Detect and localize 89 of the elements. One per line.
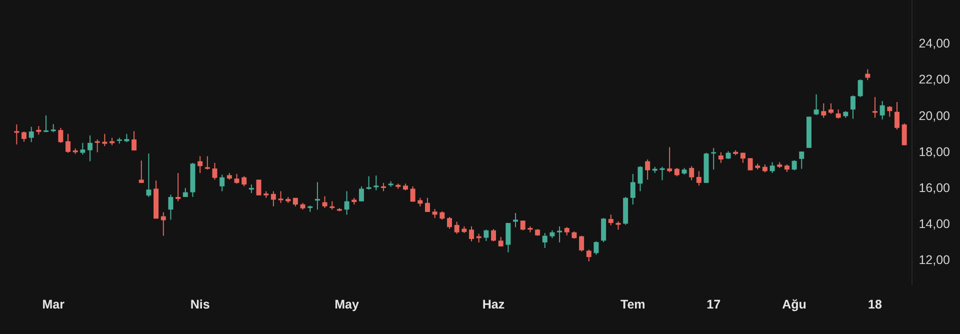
candlestick [469, 226, 474, 242]
candlestick [270, 190, 276, 207]
candlestick [608, 214, 614, 226]
candlestick [498, 236, 504, 247]
candlestick [850, 94, 856, 120]
candlestick [234, 173, 240, 184]
candlestick [138, 160, 144, 184]
y-tick-label: 22,00 [918, 72, 950, 87]
y-tick-label: 20,00 [918, 108, 950, 123]
x-tick-label: Haz [482, 297, 505, 312]
candlestick [513, 212, 518, 228]
candlestick [220, 174, 225, 192]
candlestick [858, 78, 863, 98]
candlestick [94, 138, 100, 153]
candlestick [689, 166, 694, 181]
candlestick [586, 249, 592, 262]
candlestick [432, 208, 438, 219]
candlestick [242, 176, 247, 187]
candlestick [447, 216, 452, 230]
candlestick [491, 228, 496, 242]
x-tick-label: 17 [706, 297, 721, 312]
candlestick [887, 106, 892, 118]
candlestick [278, 190, 284, 204]
candlestick [630, 173, 636, 206]
candlestick [880, 100, 885, 120]
candlestick [44, 114, 49, 133]
y-tick-label: 14,00 [918, 217, 950, 232]
x-tick-label: 18 [868, 297, 882, 312]
candlestick [80, 142, 86, 156]
candlestick [182, 187, 188, 198]
candlestick [506, 222, 511, 253]
candlestick [667, 146, 672, 173]
y-tick-label: 24,00 [918, 36, 950, 51]
y-tick-label: 16,00 [918, 180, 950, 195]
candlestick [58, 127, 64, 144]
x-tick-label: Mar [42, 297, 65, 312]
candlestick [542, 232, 548, 249]
candlestick [14, 124, 20, 145]
candlestick [601, 218, 606, 243]
candlestick [28, 126, 34, 143]
x-tick-label: Tem [620, 297, 646, 312]
candlestick [410, 186, 416, 202]
candlestick [132, 130, 137, 151]
candlestick [579, 235, 584, 252]
candlestick [638, 166, 643, 192]
y-tick-label: 12,00 [918, 253, 950, 268]
candlestick [814, 94, 819, 116]
candlestick [557, 226, 562, 243]
candlestick [799, 151, 804, 170]
candlestick [358, 186, 364, 202]
candlestick [836, 108, 841, 120]
candlestick [256, 179, 262, 196]
candlestick [828, 102, 834, 114]
candlestick [212, 162, 218, 180]
candlestick [660, 166, 665, 181]
candlestick [520, 220, 526, 231]
candlestick [168, 194, 174, 220]
candlestick [454, 221, 460, 234]
candlestick [374, 175, 379, 191]
candlestick [645, 158, 650, 180]
x-tick-label: Ağu [782, 297, 806, 312]
x-tick-label: Nis [190, 297, 210, 312]
candlestick [894, 102, 900, 130]
candlestick [711, 147, 716, 170]
candlestick [872, 96, 878, 118]
x-tick-label: May [334, 297, 359, 312]
candlestick [424, 197, 430, 212]
candlestick [902, 122, 907, 146]
candlestick [344, 190, 350, 216]
candlestick [770, 162, 775, 174]
candlestick [22, 130, 26, 142]
candlestick [204, 156, 210, 170]
candlestick [696, 170, 702, 186]
candlestick [314, 182, 320, 210]
candlestick [66, 133, 71, 154]
candlestick [821, 102, 826, 118]
candlestick [176, 172, 181, 202]
candlestick [366, 176, 372, 190]
candlestick [146, 153, 152, 198]
candlestick [718, 152, 724, 164]
candlestick [484, 229, 489, 242]
y-tick-label: 18,00 [918, 144, 950, 159]
candlestick [594, 240, 599, 256]
candlestick [322, 196, 328, 208]
candlestick [748, 158, 753, 171]
candlestick [792, 160, 797, 171]
candlestick [198, 156, 203, 174]
candlestick [88, 134, 93, 162]
candlestick [102, 133, 108, 147]
